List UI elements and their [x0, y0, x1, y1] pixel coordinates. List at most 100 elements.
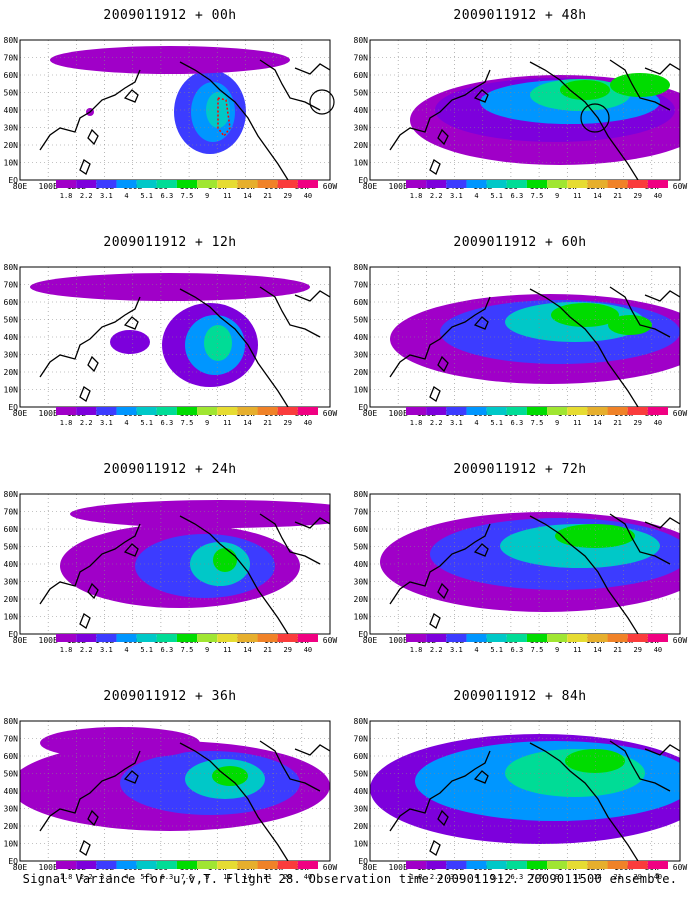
longitude-label: 80E [13, 182, 28, 191]
colorbar-label: 3.1 [450, 873, 463, 881]
colorbar-swatch [197, 407, 218, 415]
colorbar-swatch [466, 180, 487, 188]
colorbar-label: 4 [474, 192, 478, 200]
variance-contour [560, 80, 610, 100]
colorbar-label: 11 [223, 192, 231, 200]
colorbar-swatch [627, 634, 648, 642]
colorbar-swatch [237, 180, 258, 188]
latitude-label: 20N [4, 141, 19, 150]
colorbar-label: 2.2 [80, 419, 93, 427]
colorbar-label: 29 [284, 192, 292, 200]
longitude-label: 80E [13, 636, 28, 645]
variance-contour [608, 315, 652, 335]
colorbar-swatch [607, 634, 628, 642]
latitude-label: 40N [354, 787, 369, 796]
colorbar-swatch [647, 180, 668, 188]
colorbar-label: 5.1 [490, 873, 503, 881]
colorbar-label: 14 [243, 192, 251, 200]
colorbar-swatch [197, 861, 218, 869]
coastlines [389, 740, 680, 861]
panel-title: 2009011912 + 60h [453, 235, 587, 250]
colorbar-label: 40 [654, 192, 662, 200]
colorbar-label: 3.1 [100, 873, 113, 881]
colorbar-label: 3.1 [100, 192, 113, 200]
map-panel: 2009011912 + 60h 80N 70N 60N 50N 40N 30N 20N 10N… [350, 227, 690, 439]
latitude-label: EQ [358, 857, 368, 866]
colorbar-label: 29 [634, 192, 642, 200]
latitude-label: 10N [4, 613, 19, 622]
colorbar-label: 29 [284, 646, 292, 654]
colorbar-label: 14 [593, 873, 601, 881]
colorbar-swatch [486, 407, 507, 415]
colorbar-label: 29 [284, 419, 292, 427]
gridlines [20, 267, 330, 407]
colorbar-label: 9 [555, 873, 559, 881]
latitude-label: 70N [354, 54, 369, 63]
colorbar-label: 2.2 [80, 873, 93, 881]
signal-variance-field [60, 500, 330, 608]
colorbar-label: 11 [573, 192, 581, 200]
signal-variance-field [50, 46, 290, 154]
latitude-label: 30N [354, 351, 369, 360]
colorbar-swatch [406, 407, 427, 415]
colorbar-label: 7.5 [181, 873, 194, 881]
longitude-label: 80E [363, 182, 378, 191]
panel-title: 2009011912 + 24h [103, 462, 237, 477]
coastlines [39, 513, 330, 634]
gridlines [20, 494, 330, 634]
longitude-label: 80E [13, 863, 28, 872]
variance-contour [50, 46, 290, 74]
latitude-label: 60N [354, 525, 369, 534]
colorbar-swatch [526, 634, 548, 642]
colorbar-swatch [96, 861, 117, 869]
colorbar-swatch [406, 634, 427, 642]
latitude-label: 30N [4, 578, 19, 587]
latitude-label: 20N [4, 368, 19, 377]
colorbar-label: 11 [223, 419, 231, 427]
colorbar-label: 1.8 [410, 192, 423, 200]
latitude-label: 50N [354, 543, 369, 552]
coastlines [39, 740, 330, 861]
signal-variance-field [20, 727, 330, 831]
colorbar-swatch [486, 180, 507, 188]
latitude-label: 10N [4, 159, 19, 168]
panel-title: 2009011912 + 36h [103, 689, 237, 704]
latitude-label: 70N [4, 281, 19, 290]
latitude-label: 50N [354, 316, 369, 325]
figure-caption: Signal Variance for u,v,T. Flight 28. Ob… [22, 872, 678, 886]
longitude-label: 100E [389, 409, 408, 418]
latitude-label: 60N [354, 752, 369, 761]
latitude-label: 80N [4, 36, 19, 45]
variance-contour [70, 500, 330, 528]
panel-title: 2009011912 + 12h [103, 235, 237, 250]
colorbar-swatch [237, 407, 258, 415]
colorbar-swatch [607, 861, 628, 869]
map-plot: 80N70N60N50N40N30N20N10NEQ80E100E120E140… [4, 36, 338, 191]
longitude-label: 80E [13, 409, 28, 418]
colorbar-label: 9 [555, 192, 559, 200]
colorbar-swatch [526, 861, 548, 869]
colorbar-swatch [426, 861, 447, 869]
map-area: 80N70N60N50N40N30N20N10NEQ80E100E120E140… [354, 717, 688, 872]
latitude-label: 80N [4, 717, 19, 726]
latitude-label: 10N [4, 840, 19, 849]
colorbar: 1.8 2.2 3.1 4 5.1 6.3 7.5 9 11 14 21 29 40 [56, 634, 318, 654]
colorbar-swatch [526, 407, 548, 415]
longitude-label: 100E [39, 409, 58, 418]
colorbar-label: 3.1 [100, 419, 113, 427]
colorbar-swatch [607, 180, 628, 188]
latitude-label: 10N [354, 613, 369, 622]
colorbar-label: 4 [124, 192, 128, 200]
map-panel: 2009011912 + 12h 80N 70N 60N 50N 40N 30N 20N 10N… [0, 227, 340, 439]
colorbar-swatch [647, 861, 668, 869]
colorbar-swatch [567, 407, 588, 415]
colorbar-label: 1.8 [60, 419, 73, 427]
colorbar-label: 4 [124, 873, 128, 881]
colorbar-label: 1.8 [60, 192, 73, 200]
colorbar-swatch [197, 634, 218, 642]
latitude-label: 60N [4, 298, 19, 307]
map-plot: 80N70N60N50N40N30N20N10NEQ80E100E120E140… [4, 263, 338, 418]
colorbar-label: 40 [304, 873, 312, 881]
map-area: 80N70N60N50N40N30N20N10NEQ80E100E120E140… [4, 490, 338, 645]
longitude-label: 60W [323, 636, 338, 645]
